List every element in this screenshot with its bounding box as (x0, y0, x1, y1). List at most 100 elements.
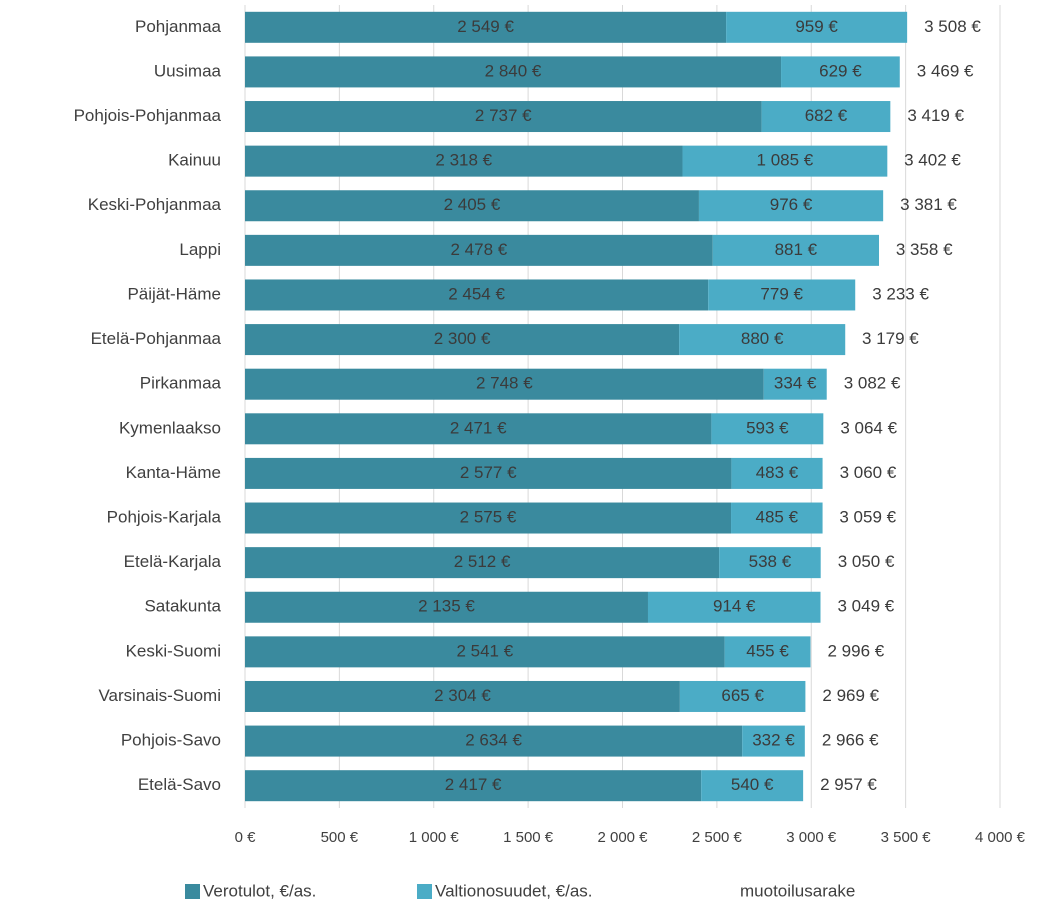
bar-segment (245, 279, 709, 311)
value-label: 2 512 € (454, 552, 511, 571)
bar-segment (245, 101, 762, 133)
value-label: 2 748 € (476, 374, 533, 393)
y-tick-label: Pohjois-Pohjanmaa (74, 106, 222, 125)
bar-segment (682, 145, 888, 177)
bar-segment (245, 770, 702, 802)
total-label: 3 358 € (896, 240, 953, 259)
total-label: 3 233 € (872, 284, 929, 303)
bar-segment (245, 324, 680, 356)
bar-segment (761, 101, 891, 133)
value-label: 2 549 € (457, 17, 514, 36)
total-label: 3 050 € (838, 552, 895, 571)
bar-segment (698, 190, 884, 222)
y-tick-label: Lappi (179, 240, 221, 259)
y-tick-label: Pohjois-Savo (121, 731, 221, 750)
legend-label: Verotulot, €/as. (203, 881, 316, 900)
y-tick-label: Etelä-Karjala (124, 552, 222, 571)
total-label: 3 064 € (840, 418, 897, 437)
value-label: 485 € (756, 508, 799, 527)
value-label: 455 € (746, 641, 789, 660)
x-tick-label: 1 000 € (409, 829, 460, 846)
value-label: 540 € (731, 775, 774, 794)
x-tick-label: 0 € (235, 829, 257, 846)
bar-segment (731, 457, 823, 489)
bar-segment (245, 145, 683, 177)
bar-segment (711, 413, 824, 445)
value-label: 334 € (774, 374, 817, 393)
bar-segment (245, 413, 712, 445)
x-tick-label: 3 500 € (881, 829, 932, 846)
value-label: 880 € (741, 329, 784, 348)
total-label: 3 060 € (840, 463, 897, 482)
total-label: 3 082 € (844, 374, 901, 393)
value-label: 976 € (770, 195, 813, 214)
value-label: 959 € (795, 17, 838, 36)
legend-swatch (185, 884, 200, 899)
total-label: 2 966 € (822, 731, 879, 750)
total-label: 3 402 € (904, 151, 961, 170)
value-label: 2 478 € (450, 240, 507, 259)
bar-segment (245, 591, 648, 623)
bar-segment (719, 547, 821, 579)
bar-segment (245, 636, 725, 668)
x-tick-label: 500 € (321, 829, 359, 846)
value-label: 2 135 € (418, 597, 475, 616)
y-tick-label: Pohjois-Karjala (107, 508, 222, 527)
value-label: 2 300 € (434, 329, 491, 348)
legend-label: Valtionosuudet, €/as. (435, 881, 593, 900)
total-label: 2 996 € (827, 641, 884, 660)
value-label: 2 405 € (444, 195, 501, 214)
bar-segment (245, 368, 764, 400)
y-tick-label: Päijät-Häme (127, 284, 221, 303)
bar-segment (245, 457, 732, 489)
value-label: 914 € (713, 597, 756, 616)
bar-segment (701, 770, 804, 802)
bar-segment (245, 725, 743, 757)
y-tick-label: Etelä-Pohjanmaa (91, 329, 222, 348)
bar-segment (245, 234, 713, 266)
bar-segment (245, 56, 782, 88)
bar-segment (245, 11, 727, 43)
bar-segment (647, 591, 821, 623)
total-label: 3 508 € (924, 17, 981, 36)
legend-swatch (417, 884, 432, 899)
legend-label: muotoilusarake (740, 881, 855, 900)
value-label: 538 € (749, 552, 792, 571)
value-label: 2 304 € (434, 686, 491, 705)
value-label: 2 737 € (475, 106, 532, 125)
value-label: 682 € (805, 106, 848, 125)
bar-segment (763, 368, 827, 400)
bar-segment (726, 11, 908, 43)
bar-segment (679, 680, 806, 712)
bar-segment (245, 190, 699, 222)
total-label: 2 957 € (820, 775, 877, 794)
total-label: 3 049 € (837, 597, 894, 616)
x-tick-label: 3 000 € (786, 829, 837, 846)
value-label: 1 085 € (757, 151, 814, 170)
value-label: 2 634 € (465, 731, 522, 750)
bar-segment (245, 502, 732, 534)
total-label: 3 059 € (839, 508, 896, 527)
bar-segment (731, 502, 823, 534)
bar-segment (781, 56, 900, 88)
value-label: 2 577 € (460, 463, 517, 482)
y-tick-label: Kanta-Häme (126, 463, 221, 482)
x-tick-label: 2 500 € (692, 829, 743, 846)
value-label: 332 € (752, 731, 795, 750)
value-label: 2 318 € (435, 151, 492, 170)
total-label: 3 179 € (862, 329, 919, 348)
value-label: 2 840 € (485, 61, 542, 80)
value-label: 2 541 € (456, 641, 513, 660)
total-label: 2 969 € (822, 686, 879, 705)
value-label: 2 454 € (448, 284, 505, 303)
y-tick-label: Keski-Suomi (126, 641, 221, 660)
value-label: 629 € (819, 61, 862, 80)
total-label: 3 381 € (900, 195, 957, 214)
bar-segment (708, 279, 856, 311)
bar-segment (245, 547, 720, 579)
value-label: 483 € (756, 463, 799, 482)
total-label: 3 419 € (907, 106, 964, 125)
x-tick-label: 1 500 € (503, 829, 554, 846)
value-label: 2 471 € (450, 418, 507, 437)
